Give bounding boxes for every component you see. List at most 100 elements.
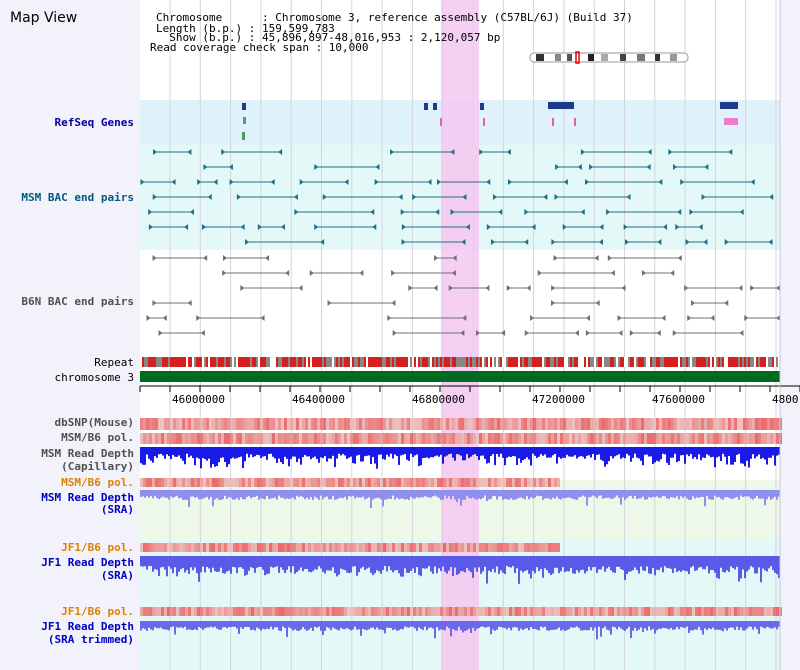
read-depth-bar — [732, 447, 734, 465]
repeat-segment — [734, 357, 736, 367]
heatmap-cell — [566, 418, 569, 430]
read-depth-bar — [652, 490, 654, 497]
read-depth-bar — [316, 621, 318, 628]
msm-bac-pair-end — [486, 224, 491, 230]
read-depth-bar — [236, 621, 238, 629]
read-depth-bar — [374, 447, 376, 464]
read-depth-bar — [646, 556, 648, 567]
heatmap-cell — [560, 607, 563, 616]
read-depth-bar — [544, 556, 546, 569]
read-depth-bar — [440, 447, 442, 455]
heatmap-cell — [167, 607, 170, 616]
track-label-msm-bac[interactable]: MSM BAC end pairs — [21, 191, 134, 204]
read-depth-bar — [630, 556, 632, 572]
b6n-bac-pair-end — [152, 255, 157, 261]
read-depth-bar — [484, 490, 486, 496]
heatmap-cell — [737, 433, 740, 444]
read-depth-bar — [308, 621, 310, 630]
read-depth-bar — [420, 490, 422, 498]
read-depth-bar — [282, 447, 284, 465]
read-depth-bar — [152, 621, 154, 631]
read-depth-bar — [352, 447, 354, 464]
read-depth-bar — [330, 490, 332, 500]
repeat-segment — [760, 357, 762, 367]
heatmap-cell — [554, 478, 557, 487]
heatmap-cell — [482, 433, 485, 444]
repeat-segment — [160, 357, 162, 367]
read-depth-bar — [704, 556, 706, 570]
msm-bac-pair-end — [680, 179, 685, 185]
read-depth-bar — [616, 490, 618, 496]
heatmap-cell — [284, 543, 287, 552]
heatmap-cell — [470, 607, 473, 616]
read-depth-bar — [472, 556, 474, 578]
msm-bac-pair-end — [698, 224, 703, 230]
read-depth-bar — [142, 621, 144, 629]
heatmap-cell — [527, 433, 530, 444]
heatmap-cell — [401, 607, 404, 616]
heatmap-cell — [500, 607, 503, 616]
read-depth-bar — [616, 447, 618, 456]
chromosome-bar — [140, 371, 780, 382]
read-depth-bar — [186, 556, 188, 571]
repeat-segment — [668, 357, 670, 367]
repeat-segment — [646, 357, 648, 367]
heatmap-cell — [764, 418, 767, 430]
msm-bac-pair-end — [465, 224, 470, 230]
msm-bac-pair-end — [171, 179, 176, 185]
read-depth-bar — [564, 447, 566, 458]
read-depth-bar — [522, 621, 524, 631]
heatmap-cell — [479, 433, 482, 444]
read-depth-bar — [692, 447, 694, 459]
read-depth-bar — [522, 556, 524, 573]
read-depth-bar — [250, 490, 252, 499]
read-depth-bar — [474, 490, 476, 500]
heatmap-cell — [389, 418, 392, 430]
heatmap-cell — [611, 418, 614, 430]
repeat-segment — [584, 357, 586, 367]
read-depth-bar — [516, 490, 518, 499]
track-label-refseq[interactable]: RefSeq Genes — [54, 116, 134, 129]
track-label-jf1-b6-pol[interactable]: JF1/B6 pol. — [61, 541, 134, 554]
msm-bac-pair-end — [580, 209, 585, 215]
heatmap-cell — [683, 433, 686, 444]
repeat-segment — [440, 357, 442, 367]
read-depth-bar — [302, 490, 304, 498]
heatmap-cell — [449, 607, 452, 616]
read-depth-bar — [710, 556, 712, 570]
heatmap-cell — [152, 607, 155, 616]
track-label-jf1-read-trimmed[interactable]: JF1 Read Depth — [41, 620, 134, 633]
heatmap-cell — [530, 478, 533, 487]
repeat-segment — [700, 357, 702, 367]
read-depth-bar — [690, 447, 692, 455]
heatmap-cell — [653, 433, 656, 444]
heatmap-cell — [197, 418, 200, 430]
msm-bac-pair-end — [314, 224, 319, 230]
repeat-segment — [570, 357, 572, 367]
read-depth-bar — [274, 556, 276, 568]
repeat-segment — [308, 357, 310, 367]
heatmap-cell — [620, 607, 623, 616]
track-label-b6n-bac[interactable]: B6N BAC end pairs — [21, 295, 134, 308]
track-label-msm-read-sra[interactable]: MSM Read Depth — [41, 491, 134, 504]
repeat-segment — [672, 357, 674, 367]
heatmap-cell — [278, 433, 281, 444]
track-label-jf1-b6-pol-trimmed[interactable]: JF1/B6 pol. — [61, 605, 134, 618]
track-label-dbsnp[interactable]: dbSNP(Mouse) — [54, 416, 134, 429]
track-label-jf1-read-sra[interactable]: JF1 Read Depth — [41, 556, 134, 569]
track-label-msm-read-capillary[interactable]: MSM Read Depth — [41, 447, 134, 460]
read-depth-bar — [350, 556, 352, 573]
read-depth-bar — [632, 490, 634, 499]
read-depth-bar — [686, 447, 688, 455]
read-depth-bar — [632, 621, 634, 631]
repeat-segment — [688, 357, 690, 367]
repeat-segment — [244, 357, 246, 367]
repeat-segment — [648, 357, 650, 367]
track-label-msm-b6-pol-sra[interactable]: MSM/B6 pol. — [61, 476, 134, 489]
heatmap-cell — [476, 478, 479, 487]
repeat-segment — [348, 357, 350, 367]
heatmap-cell — [278, 543, 281, 552]
track-label-msm-b6-pol[interactable]: MSM/B6 pol. — [61, 431, 134, 444]
read-depth-bar — [436, 447, 438, 456]
